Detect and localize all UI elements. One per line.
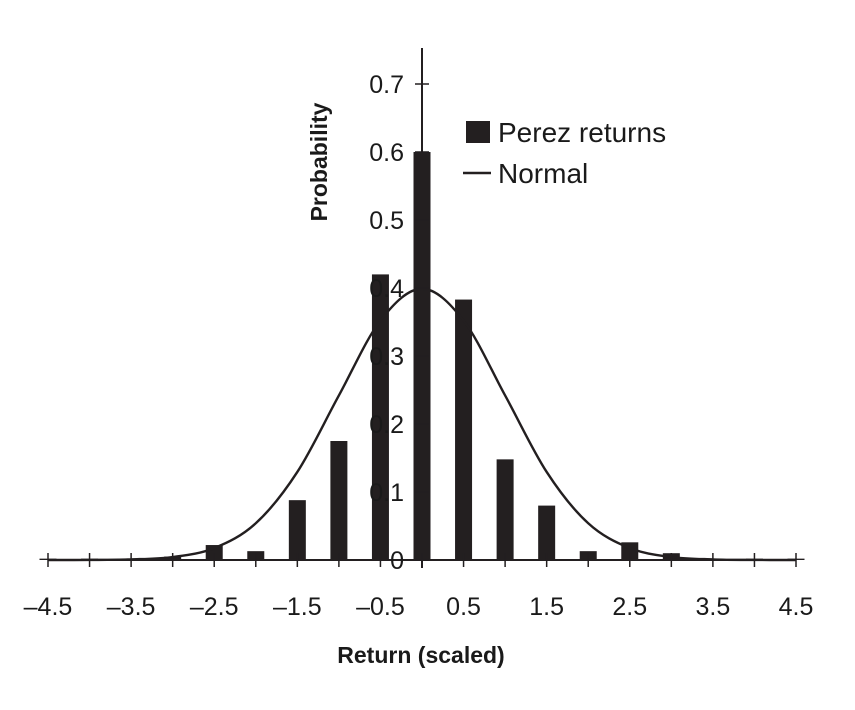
legend: Perez returns Normal [463, 117, 666, 189]
legend-swatch-perez-returns [466, 121, 490, 143]
x-tick-label: 0.5 [446, 593, 481, 621]
x-tick-label: 4.5 [779, 593, 814, 621]
y-tick-label: 0.5 [369, 207, 404, 235]
x-tick-label: 2.5 [612, 593, 647, 621]
tick-labels-layer: –4.5 –3.5 –2.5 –1.5 –0.5 0.5 1.5 2.5 3.5 4.5 0 0.1 0… [24, 71, 814, 621]
y-axis-title: Probability [306, 102, 332, 221]
legend-label-perez-returns: Perez returns [498, 117, 666, 148]
y-tick-label: 0.1 [369, 479, 404, 507]
x-tick-label: –2.5 [190, 593, 239, 621]
y-tick-label: 0.2 [369, 411, 404, 439]
x-tick-label: –0.5 [356, 593, 405, 621]
bar-perez-returns [538, 505, 556, 560]
axes-layer [47, 48, 797, 568]
x-tick-label: –1.5 [273, 593, 322, 621]
y-tick-label: 0.6 [369, 139, 404, 167]
x-tick-label: 3.5 [696, 593, 731, 621]
x-axis-title: Return (scaled) [337, 642, 504, 668]
y-tick-label: 0 [390, 547, 404, 575]
y-tick-label: 0.3 [369, 343, 404, 371]
x-tick-label: –4.5 [24, 593, 73, 621]
bar-perez-returns [496, 459, 514, 560]
x-tick-label: –3.5 [107, 593, 156, 621]
y-tick-label: 0.4 [369, 275, 404, 303]
legend-label-normal: Normal [498, 158, 588, 189]
x-tick-label: 1.5 [529, 593, 564, 621]
bar-perez-returns [288, 500, 306, 560]
bar-perez-returns [330, 441, 348, 560]
bar-perez-returns [455, 299, 473, 560]
y-tick-label: 0.7 [369, 71, 404, 99]
bar-perez-returns [371, 274, 389, 560]
